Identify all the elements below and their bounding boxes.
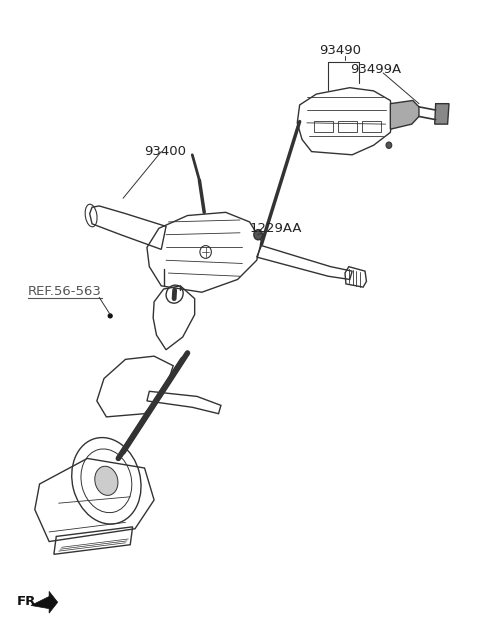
Ellipse shape bbox=[108, 314, 112, 318]
Polygon shape bbox=[435, 103, 449, 124]
Polygon shape bbox=[390, 100, 419, 129]
Text: 93490: 93490 bbox=[319, 44, 361, 56]
Bar bbox=[314, 121, 333, 132]
Text: FR.: FR. bbox=[17, 595, 42, 609]
Text: REF.56-563: REF.56-563 bbox=[28, 286, 101, 299]
Bar bbox=[338, 121, 357, 132]
Ellipse shape bbox=[254, 230, 263, 240]
Polygon shape bbox=[31, 591, 58, 613]
Bar bbox=[362, 121, 381, 132]
Text: 93499A: 93499A bbox=[350, 63, 401, 76]
Ellipse shape bbox=[95, 466, 118, 496]
Text: 1229AA: 1229AA bbox=[250, 221, 302, 234]
Text: 93400: 93400 bbox=[144, 145, 187, 158]
Ellipse shape bbox=[386, 142, 392, 148]
